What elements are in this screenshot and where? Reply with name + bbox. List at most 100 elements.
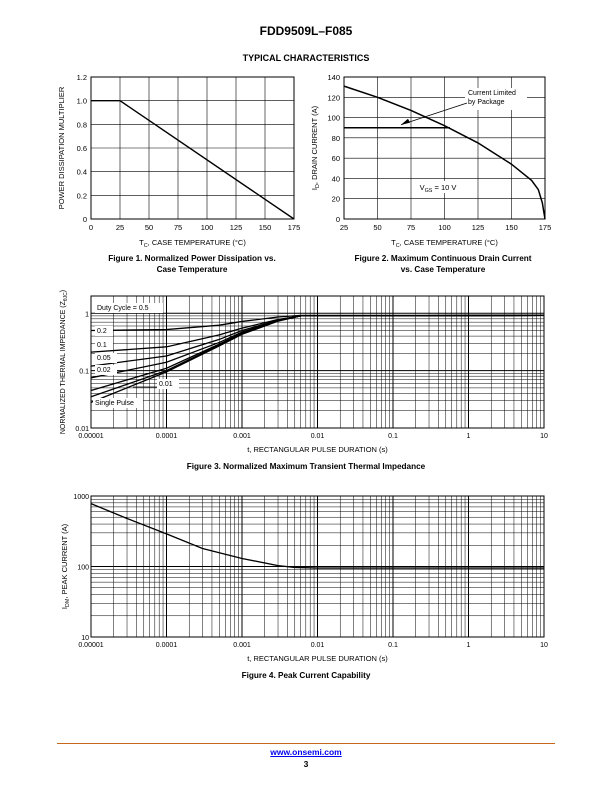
plot-frame: [90, 295, 545, 429]
x-tick-label: 100: [201, 223, 214, 232]
y-tick-label: 40: [332, 174, 340, 183]
x-tick-label: 100: [438, 223, 451, 232]
series-label: 0.2: [97, 328, 107, 335]
fig2-drain-current-chart: 25 50 75 100 125 150 175 0 20 40 60 80 100 120 140 Curr…: [310, 73, 552, 249]
x-tick-label: 175: [539, 223, 552, 232]
x-axis-label: t, RECTANGULAR PULSE DURATION (s): [247, 445, 388, 454]
x-tick-label: 10: [540, 433, 548, 440]
fig1-caption-line1: Figure 1. Normalized Power Dissipation v…: [108, 254, 276, 263]
series-label-background: [157, 379, 179, 389]
x-axis-label: TC, CASE TEMPERATURE (°C): [139, 238, 246, 249]
x-tick-label: 0.00001: [78, 642, 103, 649]
series-label-background: [95, 326, 113, 336]
y-tick-label: 20: [332, 195, 340, 204]
y-tick-label: 0.2: [77, 191, 87, 200]
x-tick-label: 1: [467, 642, 471, 649]
fig4-caption: Figure 4. Peak Current Capability: [241, 671, 371, 680]
annotation-current-limited: Current Limited: [468, 90, 516, 97]
y-tick-label: 0.8: [77, 120, 87, 129]
x-tick-label: 0.1: [388, 642, 398, 649]
y-tick-label: 1000: [73, 494, 89, 501]
x-tick-label: 0.001: [233, 433, 251, 440]
y-tick-label: 120: [327, 93, 340, 102]
series-line: [90, 314, 545, 403]
x-tick-label: 125: [230, 223, 243, 232]
series-label: 0.05: [97, 355, 111, 362]
y-tick-label: 100: [327, 114, 340, 123]
x-tick-label: 0.01: [311, 433, 325, 440]
series-label: 0.01: [159, 381, 173, 388]
fig1-caption-line2: Case Temperature: [156, 265, 228, 274]
x-tick-label: 50: [145, 223, 153, 232]
y-tick-label: 10: [81, 635, 89, 642]
y-tick-label: 1.2: [77, 73, 87, 82]
y-tick-label: 80: [332, 134, 340, 143]
x-tick-label: 10: [540, 642, 548, 649]
series-label-background: [93, 398, 143, 408]
annotation-background: [465, 88, 527, 110]
y-axis-label: ID, DRAIN CURRENT (A): [310, 105, 321, 190]
x-tick-label: 50: [373, 223, 381, 232]
vgs-label-background: [413, 181, 463, 193]
y-axis-label: POWER DISSIPATION MULTIPLIER: [57, 86, 66, 209]
x-tick-label: 125: [472, 223, 485, 232]
series-line: [91, 99, 295, 220]
y-tick-label: 140: [327, 73, 340, 82]
series-label-background: [95, 303, 163, 313]
y-tick-label: 0.01: [75, 426, 89, 433]
fig2-caption-line2: vs. Case Temperature: [400, 265, 486, 274]
x-tick-label: 0.0001: [156, 433, 178, 440]
y-tick-label: 0.6: [77, 144, 87, 153]
x-tick-label: 150: [259, 223, 272, 232]
annotation-vgs: VGS = 10 V: [420, 183, 457, 194]
footer-link[interactable]: www.onsemi.com: [270, 747, 342, 757]
section-title: TYPICAL CHARACTERISTICS: [242, 53, 370, 63]
x-tick-label: 75: [174, 223, 182, 232]
x-tick-label: 25: [340, 223, 348, 232]
series-label: 0.1: [97, 342, 107, 349]
plot-frame: [90, 76, 295, 220]
fig2-caption: Figure 2. Maximum Continuous Drain Curre…: [322, 253, 564, 275]
fig2-caption-line1: Figure 2. Maximum Continuous Drain Curre…: [354, 254, 532, 263]
drain-current-curve: [343, 85, 546, 220]
fig1-caption: Figure 1. Normalized Power Dissipation v…: [72, 253, 312, 275]
x-tick-label: 0: [89, 223, 93, 232]
series-label-background: [95, 340, 113, 350]
series-label: Duty Cycle = 0.5: [97, 305, 149, 312]
document-title: FDD9509L–F085: [259, 24, 353, 38]
page-number: 3: [303, 759, 309, 769]
y-tick-label: 1: [85, 311, 89, 318]
series-label: Single Pulse: [95, 400, 134, 407]
fig4-peak-current-chart: 0.00001 0.0001 0.001 0.01 0.1 1 10 10 100 1000 t, …: [60, 494, 548, 663]
y-tick-label: 0.1: [79, 369, 89, 376]
y-axis-label: IDM, PEAK CURRENT (A): [60, 523, 71, 609]
series-label: 0.02: [97, 367, 111, 374]
y-tick-label: 0.4: [77, 168, 87, 177]
y-tick-label: 100: [77, 565, 89, 572]
x-tick-label: 0.0001: [156, 642, 178, 649]
x-tick-label: 75: [407, 223, 415, 232]
x-tick-label: 0.00001: [78, 433, 103, 440]
x-tick-label: 25: [116, 223, 124, 232]
y-tick-label: 60: [332, 154, 340, 163]
series-label-background: [95, 365, 117, 375]
footer-divider: [57, 743, 555, 744]
annotation-leader-line: [400, 102, 468, 126]
x-tick-label: 0.01: [311, 642, 325, 649]
fig3-caption: Figure 3. Normalized Maximum Transient T…: [186, 462, 426, 471]
y-tick-label: 0: [83, 215, 87, 224]
x-tick-label: 0.001: [233, 642, 251, 649]
series-line: [90, 503, 544, 569]
x-tick-label: 0.1: [388, 433, 398, 440]
plot-frame: [90, 495, 545, 638]
y-axis-label: NORMALIZED THERMAL IMPEDANCE (ZθJC): [60, 290, 69, 434]
x-axis-label: t, RECTANGULAR PULSE DURATION (s): [247, 654, 388, 663]
series-label-background: [95, 353, 117, 363]
annotation-by-package: by Package: [468, 99, 505, 106]
fig1-power-dissipation-chart: 0 25 50 75 100 125 150 175 0 0.2 0.4 0.6 0.8 1.0 1.2 TC…: [57, 73, 300, 249]
plot-frame: [343, 76, 546, 220]
x-axis-label: TC, CASE TEMPERATURE (°C): [391, 238, 498, 249]
x-tick-label: 150: [505, 223, 518, 232]
fig3-thermal-impedance-chart: 0.00001 0.0001 0.001 0.01 0.1 1 10 0.01 0.1 1 t, R…: [60, 290, 548, 454]
annotation-arrowhead: [401, 118, 410, 125]
